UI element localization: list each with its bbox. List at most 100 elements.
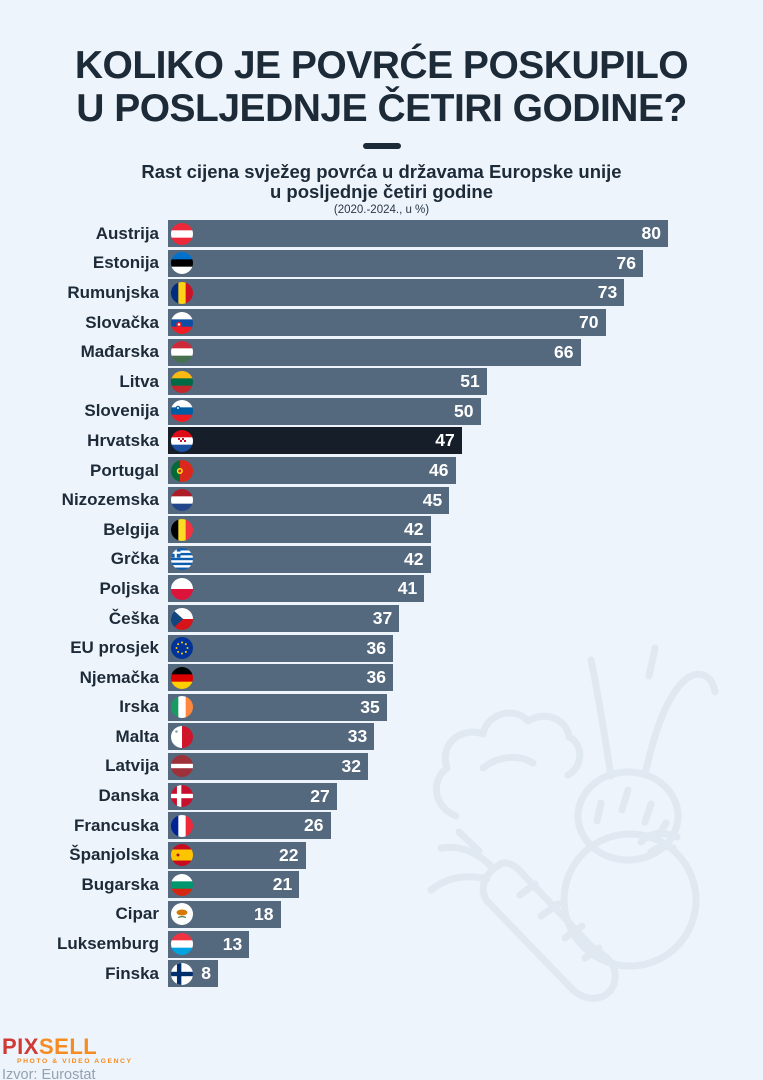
bar: 13: [168, 930, 250, 958]
chart-row: Slovačka 70: [0, 308, 763, 338]
country-label: Danska: [98, 786, 159, 806]
bar-value: 73: [597, 282, 618, 303]
bar: 66: [168, 338, 581, 366]
country-label: Finska: [105, 963, 159, 983]
chart-row: Slovenija 50: [0, 397, 763, 427]
romania-flag-icon: [171, 281, 193, 304]
chart-row: Hrvatska 47: [0, 426, 763, 456]
chart-row: Belgija 42: [0, 515, 763, 545]
country-label: Mađarska: [80, 342, 159, 362]
chart-row: Danska 27: [0, 781, 763, 811]
estonia-flag-icon: [171, 252, 193, 275]
finland-flag-icon: [171, 962, 193, 985]
netherlands-flag-icon: [171, 489, 193, 512]
austria-flag-icon: [171, 222, 193, 245]
cyprus-flag-icon: [171, 903, 193, 926]
spain-flag-icon: [171, 844, 193, 867]
page-title-line1: KOLIKO JE POVRĆE POSKUPILO: [74, 44, 689, 87]
bar-value: 37: [372, 608, 393, 629]
country-label: Nizozemska: [61, 490, 159, 510]
bar-value: 45: [422, 489, 443, 510]
country-label: Portugal: [90, 460, 159, 480]
chart-row: Rumunjska 73: [0, 278, 763, 308]
bar-value: 42: [404, 519, 424, 540]
bar-value: 36: [366, 667, 386, 688]
ireland-flag-icon: [171, 696, 193, 719]
czechia-flag-icon: [171, 607, 193, 630]
country-label: EU prosjek: [70, 638, 159, 658]
bar: 35: [168, 693, 387, 721]
country-label: Njemačka: [79, 667, 159, 687]
chart-row: Francuska 26: [0, 811, 763, 841]
bar: 51: [168, 368, 487, 396]
source-credit: Izvor: Eurostat: [2, 1066, 96, 1080]
chart-row: Njemačka 36: [0, 663, 763, 693]
chart-subtitle-line1: Rast cijena svježeg povrća u državama Eu…: [141, 161, 622, 182]
chart-row: EU prosjek 36: [0, 633, 763, 663]
malta-flag-icon: [171, 725, 193, 748]
bar: 50: [168, 397, 481, 425]
chart-row: Češka 37: [0, 604, 763, 634]
hungary-flag-icon: [171, 341, 193, 364]
bar-value: 66: [554, 341, 574, 362]
chart-row: Irska 35: [0, 693, 763, 723]
bar: 22: [168, 841, 306, 869]
france-flag-icon: [171, 814, 193, 837]
bar-value: 35: [360, 696, 380, 717]
country-label: Hrvatska: [87, 430, 159, 450]
country-label: Austrija: [95, 223, 159, 243]
chart-subtitle: Rast cijena svježeg povrća u državama Eu…: [0, 162, 763, 202]
bar: 41: [168, 575, 425, 603]
bar: 42: [168, 516, 431, 544]
bar-value: 36: [366, 637, 386, 658]
pixsell-logo-sell: SELL: [38, 1034, 98, 1059]
bar-value: 32: [341, 755, 361, 776]
chart-row: Latvija 32: [0, 752, 763, 782]
bar: 42: [168, 545, 431, 573]
bar: 8: [168, 960, 218, 988]
vegetables-watermark-icon: [427, 644, 719, 1002]
chart-row: Mađarska 66: [0, 337, 763, 367]
country-label: Slovačka: [85, 312, 159, 332]
country-label: Irska: [119, 697, 159, 717]
bar: 32: [168, 752, 368, 780]
greece-flag-icon: [171, 548, 193, 571]
chart-row: Poljska 41: [0, 574, 763, 604]
bar-value: 41: [397, 578, 418, 599]
bar: 36: [168, 634, 393, 662]
bar: 26: [168, 812, 331, 840]
country-label: Španjolska: [69, 845, 159, 865]
bulgaria-flag-icon: [171, 873, 193, 896]
chart-row: Austrija 80: [0, 219, 763, 249]
country-label: Malta: [115, 726, 159, 746]
header: KOLIKO JE POVRĆE POSKUPILO U POSLJEDNJE …: [0, 0, 763, 216]
bar-value: 80: [641, 223, 661, 244]
bar-value: 8: [201, 963, 211, 984]
pixsell-logo-tagline: PHOTO & VIDEO AGENCY: [17, 1058, 133, 1065]
chart-row: Nizozemska 45: [0, 485, 763, 515]
country-label: Češka: [108, 608, 159, 628]
bar-value: 51: [460, 371, 480, 392]
denmark-flag-icon: [171, 785, 193, 808]
chart-subtitle-line2: u posljednje četiri godine: [269, 181, 494, 202]
bar: 76: [168, 249, 643, 277]
bar-value: 13: [222, 933, 243, 954]
chart-row: Bugarska 21: [0, 870, 763, 900]
footer: PIXSELL PHOTO & VIDEO AGENCY Izvor: Euro…: [2, 1036, 133, 1080]
bar: 33: [168, 723, 375, 751]
poland-flag-icon: [171, 577, 193, 600]
chart-row: Luksemburg 13: [0, 929, 763, 959]
bar-value: 50: [454, 400, 474, 421]
bar: 46: [168, 457, 456, 485]
bar-value: 76: [616, 252, 636, 273]
bar: 37: [168, 605, 400, 633]
chart-row: Malta 33: [0, 722, 763, 752]
title-divider: [362, 143, 401, 149]
pixsell-logo: PIXSELL: [2, 1036, 133, 1058]
bar-value: 46: [429, 460, 449, 481]
slovakia-flag-icon: [171, 311, 193, 334]
bar-value: 26: [304, 815, 324, 836]
country-label: Cipar: [115, 904, 159, 924]
bar: 47: [168, 427, 462, 455]
page-title: KOLIKO JE POVRĆE POSKUPILO U POSLJEDNJE …: [0, 44, 763, 130]
